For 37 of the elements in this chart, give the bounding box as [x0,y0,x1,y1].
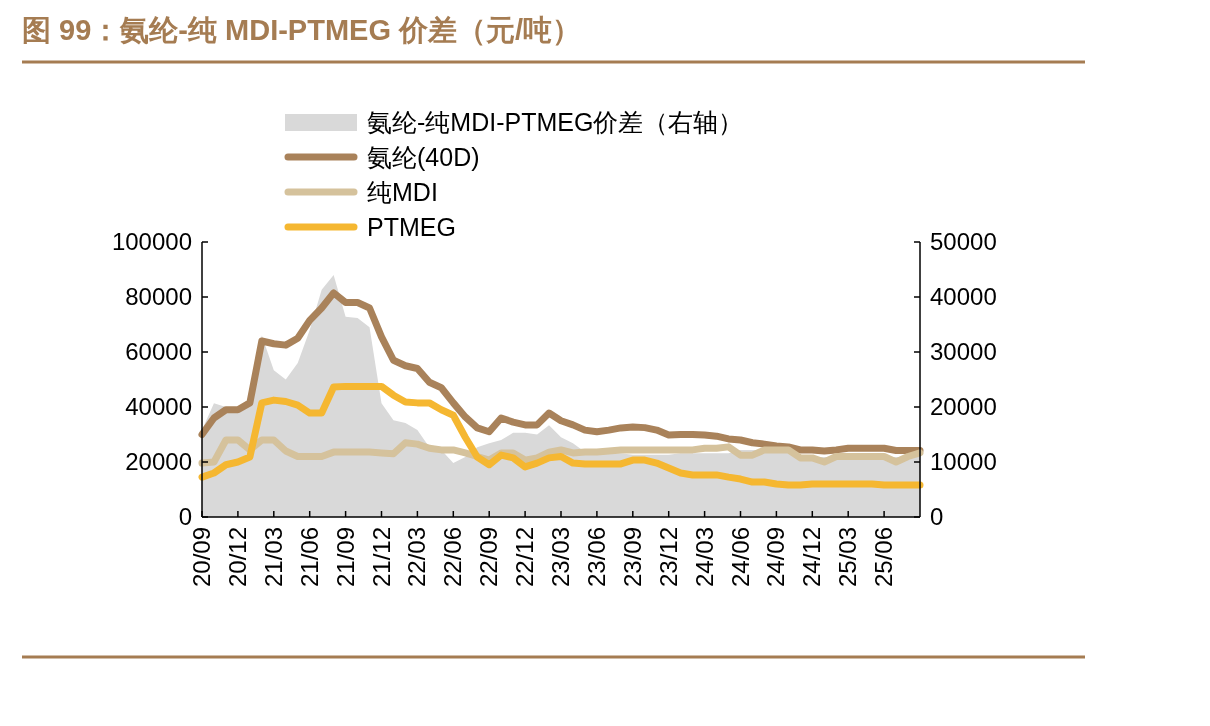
chart-title: 图 99：氨纶-纯 MDI-PTMEG 价差（元/吨） [22,14,582,46]
x-tick-label: 21/03 [259,527,287,588]
x-tick-label: 20/09 [188,527,215,588]
x-tick-label: 20/12 [223,527,251,588]
x-tick-label: 22/06 [439,527,467,588]
x-tick-label: 21/12 [367,527,395,588]
x-tick-label: 24/03 [690,527,718,588]
x-tick-label: 23/03 [547,527,574,588]
legend-label: 氨纶-纯MDI-PTMEG价差（右轴） [367,108,744,136]
y2-tick-label: 30000 [930,338,997,365]
x-tick-label: 24/12 [798,527,826,588]
x-tick-label: 23/12 [654,527,682,588]
x-tick-label: 23/06 [582,527,610,588]
y-tick-label: 60000 [125,338,192,365]
y-tick-label: 0 [178,503,192,530]
x-tick-label: 23/09 [618,527,646,588]
y2-tick-label: 20000 [930,393,997,420]
x-tick-label: 21/06 [295,527,323,588]
x-tick-label: 22/09 [475,527,503,588]
x-tick-label: 21/09 [331,527,359,588]
y2-tick-label: 0 [930,503,944,530]
y2-tick-label: 10000 [930,448,997,475]
legend-label: PTMEG [367,213,456,241]
y2-tick-label: 40000 [930,283,997,310]
x-tick-label: 24/06 [726,527,754,588]
legend-label: 氨纶(40D) [367,143,480,171]
x-tick-label: 25/03 [834,527,862,588]
x-tick-label: 25/06 [870,527,898,588]
legend-label: 纯MDI [367,178,438,206]
y2-tick-label: 50000 [930,228,997,255]
y-tick-label: 40000 [125,393,192,420]
y-tick-label: 100000 [111,228,192,255]
y-tick-label: 80000 [125,283,192,310]
x-tick-label: 24/09 [762,527,790,588]
y-tick-label: 20000 [125,448,192,475]
x-tick-label: 22/03 [403,527,431,588]
x-tick-label: 22/12 [511,527,539,588]
